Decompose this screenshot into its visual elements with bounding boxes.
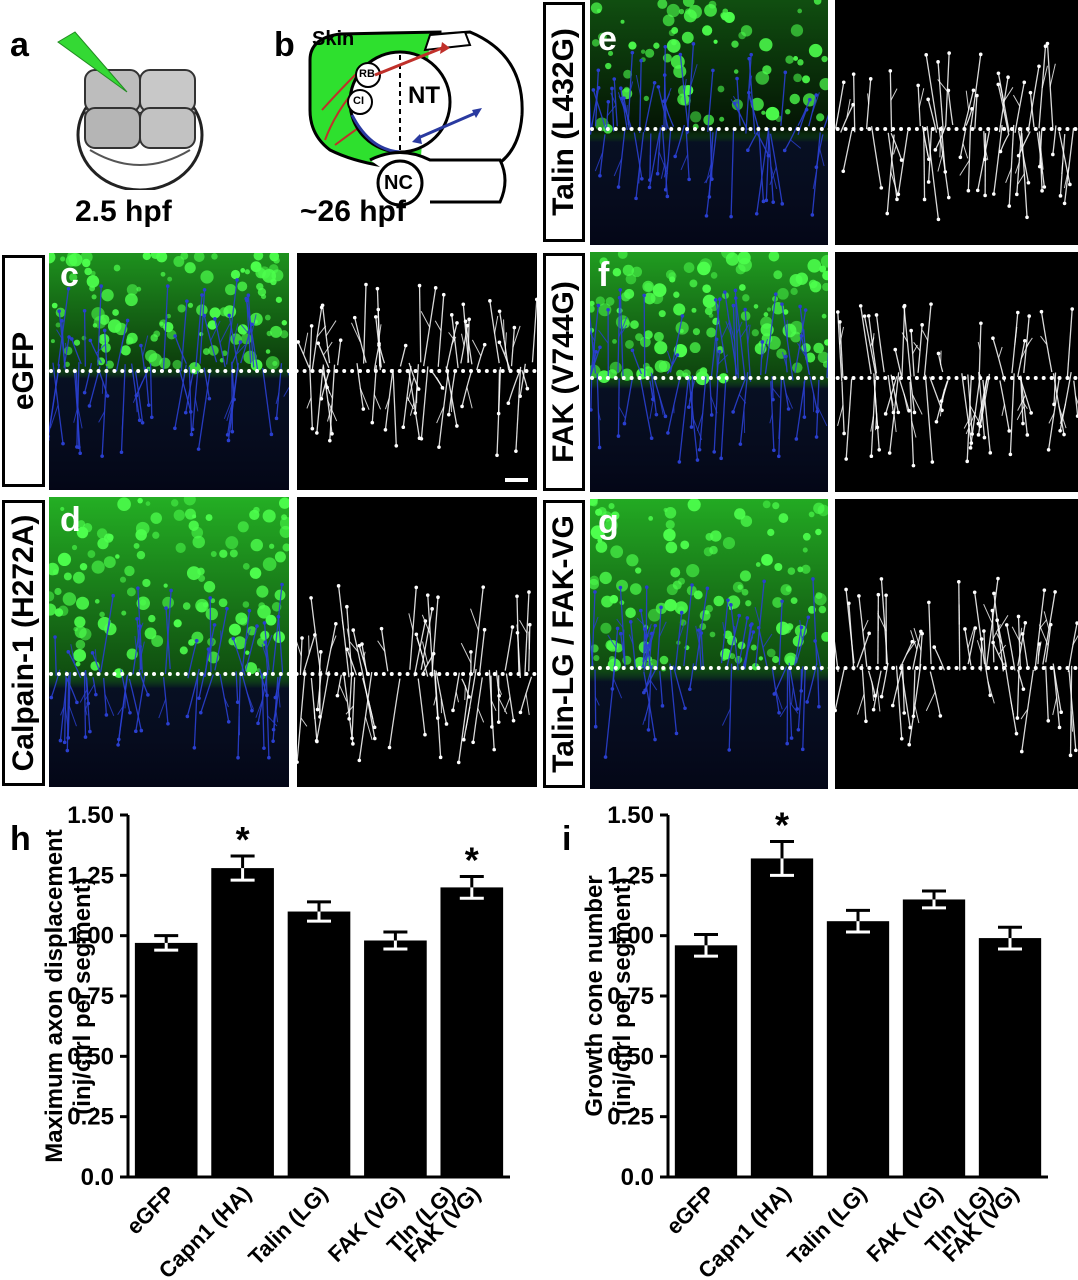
panel-c-side-label-box: eGFP (2, 255, 45, 487)
chart-i-svg: 0.0 0.25 0.50 0.75 1.00 1.25 1.50 Growth cone n… (581, 802, 1048, 1280)
panel-b-label: b (274, 26, 295, 64)
chart-h-ytick-label: 1.25 (67, 862, 114, 889)
micrograph-g-color (590, 499, 828, 789)
panel-f-side-label-box: FAK (V744G) (543, 253, 585, 491)
chart-i-bar-3 (902, 899, 966, 1177)
micrograph-e-color (590, 0, 828, 245)
panel-g-side-label-box: Talin-LG / FAK-VG (543, 500, 585, 788)
chart-h-bar-0 (134, 942, 198, 1177)
panel-b-caption: ~26 hpf (300, 195, 406, 228)
chart-h-ytick-label: 0.25 (67, 1104, 114, 1131)
chart-i-ytick-label: 1.25 (607, 862, 654, 889)
chart-h-ytick-label: 0.50 (67, 1043, 114, 1070)
chart-i-ytick-label: 0.50 (607, 1043, 654, 1070)
chart-h-bar-1 (211, 868, 274, 1177)
chart-i-bar-4 (978, 938, 1042, 1177)
panel-g-side-label: Talin-LG / FAK-VG (547, 515, 580, 773)
chart-h-ylabel-line2: (inj/ctrl per segment) (69, 877, 96, 1114)
chart-i-ytick-label: 0.75 (607, 983, 654, 1010)
panel-e-label: e (598, 20, 617, 58)
panel-d-label: d (60, 501, 81, 539)
chart-h: 0.0 0.25 0.50 0.75 1.00 1.25 1.50 Maximum axon … (0, 795, 540, 1280)
panel-c-side-label: eGFP (6, 331, 40, 411)
chart-h-xtick-label-2-0: Talin (LG) (243, 1181, 332, 1270)
chart-i: 0.0 0.25 0.50 0.75 1.00 1.25 1.50 Growth cone n… (540, 795, 1078, 1280)
chart-i-bar-1 (750, 858, 814, 1177)
chart-i-bar-0 (674, 945, 738, 1177)
panel-d-side-label-box: Calpain-1 (H272A) (2, 500, 45, 786)
micrograph-e-gray (835, 0, 1078, 245)
chart-i-xtick-label-0-0: eGFP (661, 1181, 719, 1239)
chart-i-axes: 0.0 0.25 0.50 0.75 1.00 1.25 1.50 Growth cone n… (581, 802, 1048, 1191)
embryo-2.5hpf-drawing (55, 30, 205, 192)
neural-tube-schematic: Skin RB CI NT NC (300, 20, 530, 210)
chart-h-xtick-label-0-0: eGFP (121, 1181, 179, 1239)
skin-label: Skin (312, 28, 355, 50)
ci-label: CI (353, 95, 364, 107)
panel-c-label: c (60, 256, 79, 294)
panel-a-label: a (10, 26, 29, 64)
chart-i-bar-2 (826, 921, 890, 1177)
chart-h-ytick-label: 0.75 (67, 983, 114, 1010)
nc-label: NC (384, 172, 413, 194)
chart-h-ytick-label: 1.00 (67, 923, 114, 950)
micrograph-d-color (49, 497, 289, 787)
chart-i-ytick-label: 1.50 (607, 802, 654, 829)
panel-g-label: g (598, 503, 619, 541)
panel-i-label: i (562, 820, 572, 858)
chart-i-significance-1: * (775, 805, 789, 846)
chart-h-ylabel-line1: Maximum axon displacement (41, 829, 68, 1162)
chart-h-bar-2 (287, 911, 351, 1177)
chart-i-ylabel-line2: (inj/ctrl per segment) (609, 877, 636, 1114)
rb-label: RB (359, 68, 375, 80)
nt-label: NT (408, 82, 440, 109)
chart-h-bar-4 (440, 887, 504, 1177)
boundary-line-d (49, 672, 537, 676)
chart-h-ytick-label: 1.50 (67, 802, 114, 829)
boundary-line-f (590, 376, 1078, 380)
micrograph-f-color (590, 252, 828, 492)
boundary-line-e (590, 127, 1078, 131)
panel-h-label: h (10, 820, 31, 858)
panel-f-label: f (598, 256, 610, 294)
micrograph-d-gray (297, 497, 537, 787)
micrograph-g-gray (835, 499, 1078, 789)
chart-h-bar-3 (364, 940, 427, 1177)
panel-e-side-label-box: Talin (L432G) (543, 2, 585, 242)
chart-i-ytick-label: 1.00 (607, 923, 654, 950)
boundary-line-c (49, 369, 537, 373)
chart-h-ytick-label: 0.0 (81, 1164, 114, 1191)
panel-a-caption: 2.5 hpf (75, 195, 172, 228)
panel-f-side-label: FAK (V744G) (547, 281, 580, 463)
panel-e-side-label: Talin (L432G) (547, 28, 580, 216)
chart-h-significance-4: * (465, 840, 479, 881)
boundary-line-g (590, 666, 1078, 670)
chart-i-ylabel-line1: Growth cone number (581, 875, 608, 1116)
chart-h-significance-1: * (236, 819, 250, 860)
scale-bar (505, 478, 528, 482)
chart-i-xtick-label-2-0: Talin (LG) (782, 1181, 871, 1270)
chart-i-ytick-label: 0.0 (621, 1164, 654, 1191)
micrograph-f-gray (835, 252, 1078, 492)
chart-i-ytick-label: 0.25 (607, 1104, 654, 1131)
panel-d-side-label: Calpain-1 (H272A) (6, 514, 40, 772)
